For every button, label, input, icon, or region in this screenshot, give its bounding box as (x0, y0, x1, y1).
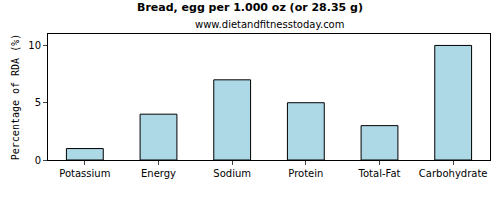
svg-text:5: 5 (35, 97, 41, 108)
svg-text:www.dietandfitnesstoday.com: www.dietandfitnesstoday.com (195, 19, 344, 30)
svg-text:Sodium: Sodium (213, 168, 251, 179)
svg-text:Bread, egg per 1.000 oz (or 28: Bread, egg per 1.000 oz (or 28.35 g) (137, 1, 363, 14)
svg-text:Percentage of RDA (%): Percentage of RDA (%) (10, 34, 21, 160)
svg-text:Energy: Energy (141, 168, 176, 179)
svg-text:0: 0 (35, 155, 41, 166)
svg-text:10: 10 (28, 40, 41, 51)
svg-text:Total-Fat: Total-Fat (358, 168, 401, 179)
svg-text:Protein: Protein (288, 168, 323, 179)
svg-text:Carbohydrate: Carbohydrate (419, 168, 488, 179)
svg-text:Potassium: Potassium (59, 168, 110, 179)
